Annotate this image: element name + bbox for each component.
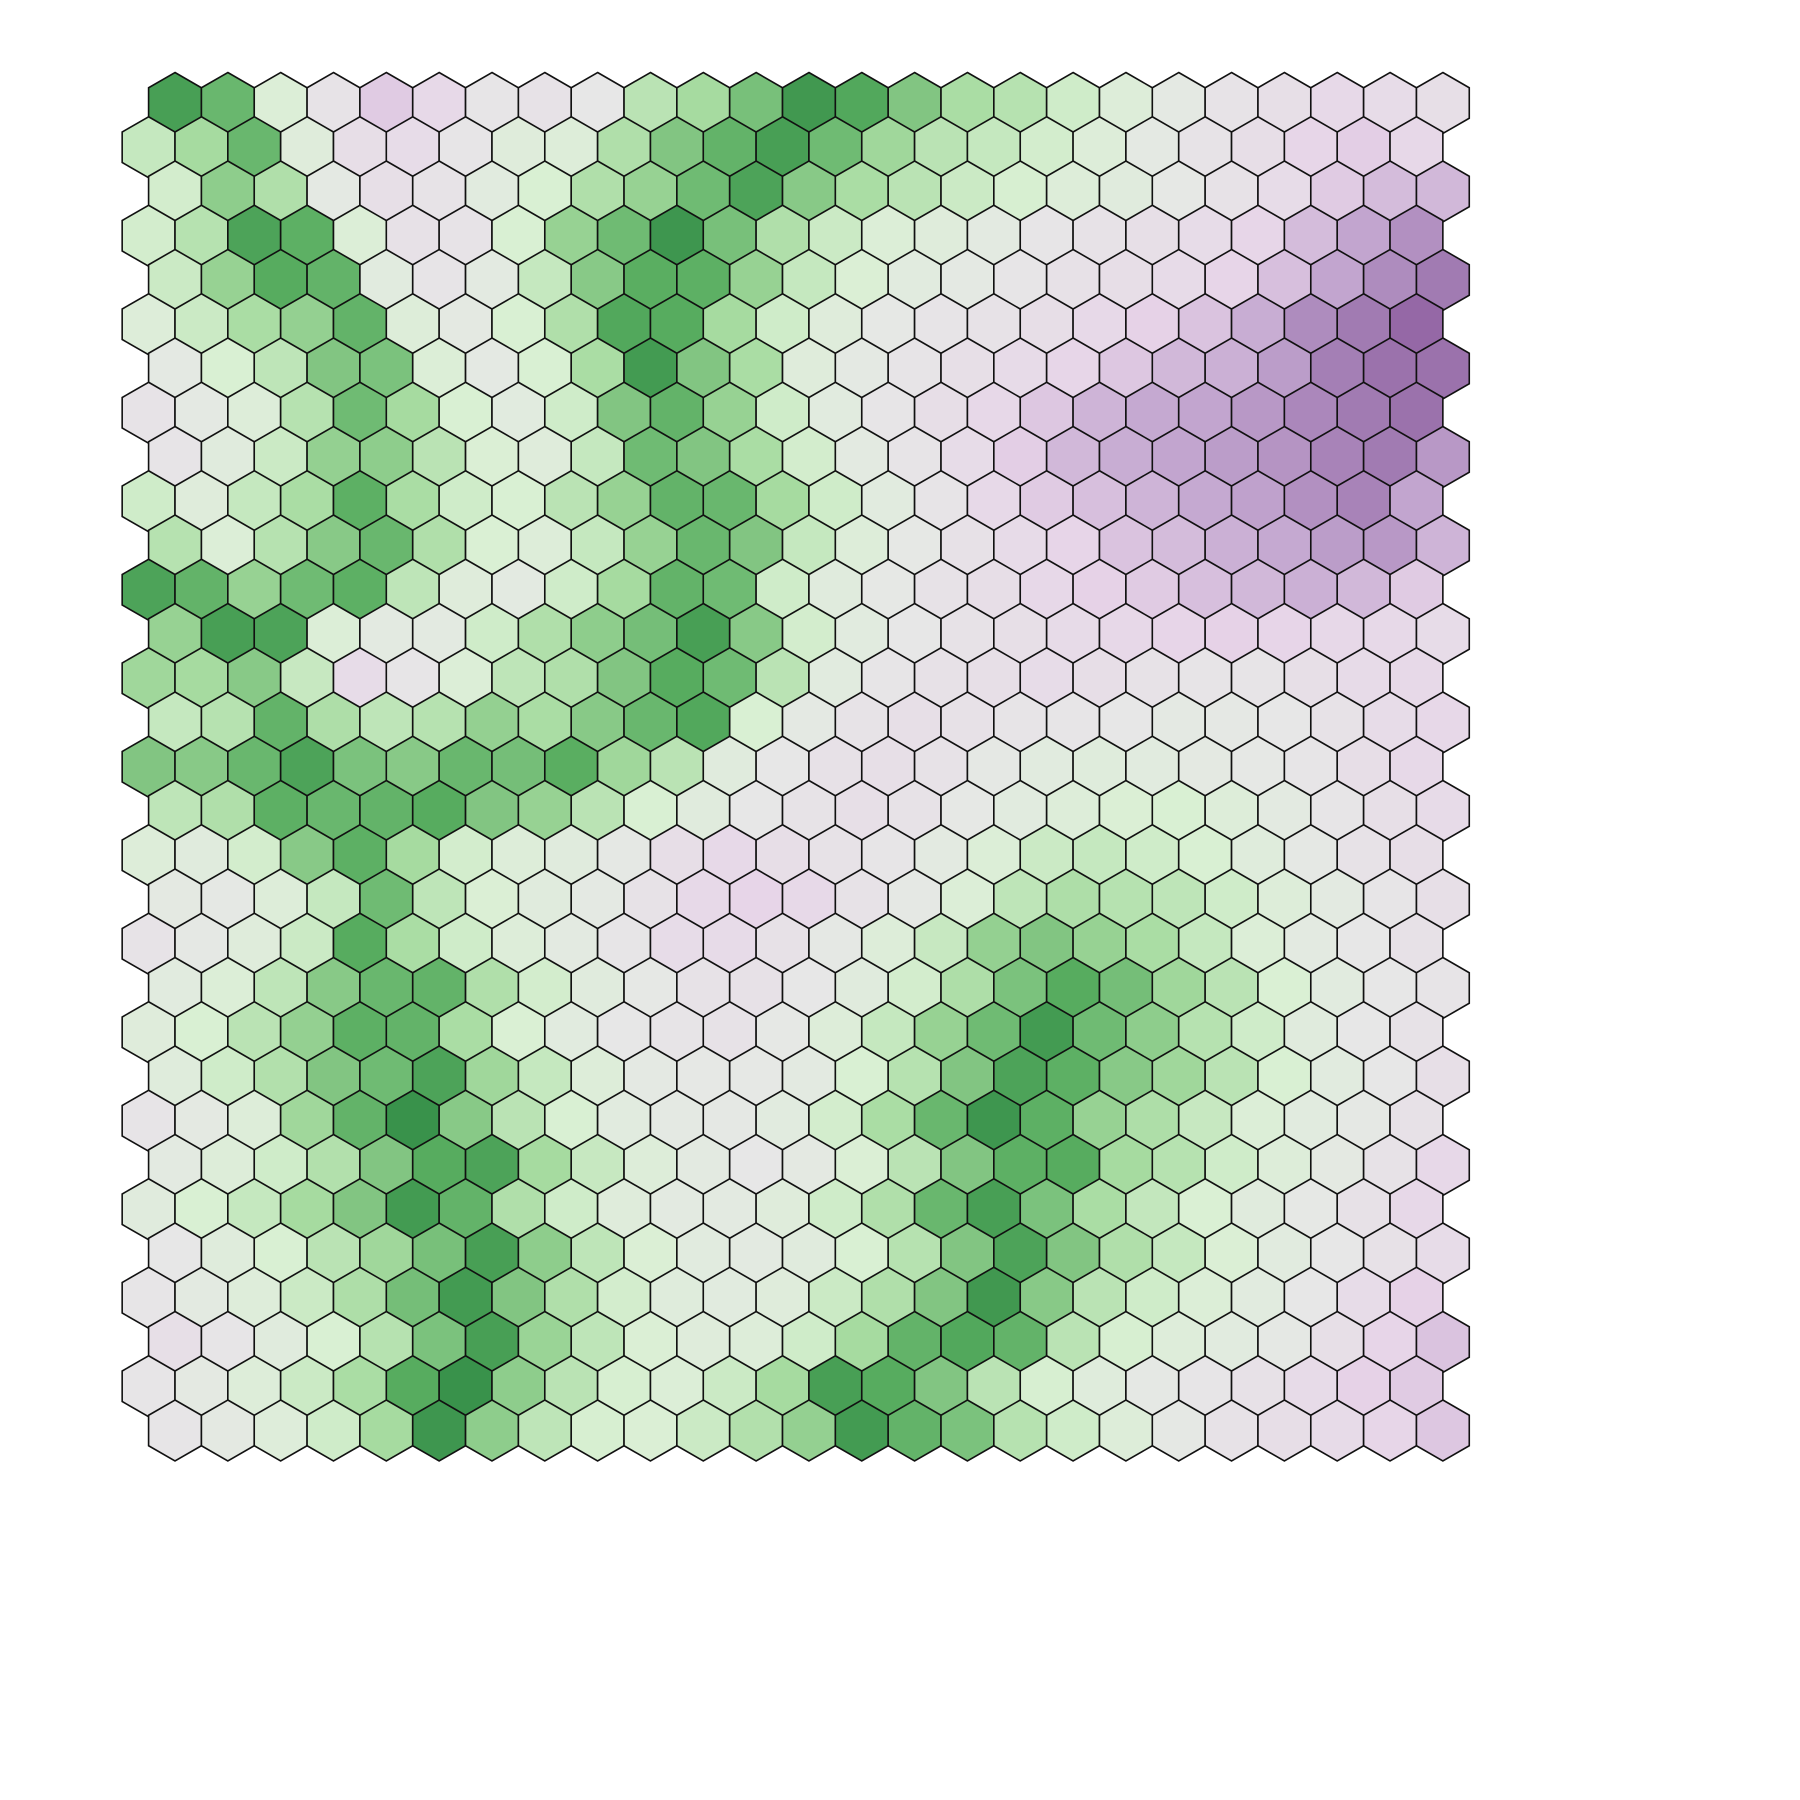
hex-cell-r30-c24 <box>1415 1399 1471 1462</box>
